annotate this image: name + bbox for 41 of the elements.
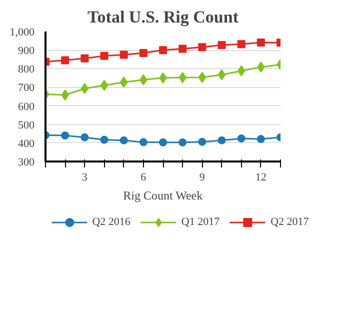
point xyxy=(100,80,108,91)
point xyxy=(139,138,148,146)
point xyxy=(198,43,206,52)
y-tick-label: 600 xyxy=(18,100,35,113)
point xyxy=(139,49,148,58)
point xyxy=(198,138,206,146)
x-axis-title: Rig Count Week xyxy=(123,188,203,202)
x-tick-label: 3 xyxy=(82,172,88,184)
x-tick-label: 9 xyxy=(199,172,206,184)
point xyxy=(100,136,108,144)
point xyxy=(218,41,226,50)
point xyxy=(178,44,187,53)
point xyxy=(256,38,265,46)
y-tick-label: 300 xyxy=(18,156,35,168)
y-tick-label: 900 xyxy=(18,45,35,58)
point xyxy=(237,134,246,142)
legend-label: Q1 2017 xyxy=(181,216,220,228)
chart-title: Total U.S. Rig Count xyxy=(88,8,239,26)
point xyxy=(61,56,70,64)
point xyxy=(178,138,187,146)
point xyxy=(120,50,128,59)
point xyxy=(120,136,128,144)
y-tick-label: 500 xyxy=(18,119,35,132)
point xyxy=(218,69,226,80)
y-tick-label: 800 xyxy=(18,64,35,76)
y-tick-label: 700 xyxy=(18,82,35,94)
point xyxy=(237,40,246,48)
point xyxy=(61,132,70,140)
point xyxy=(159,46,167,54)
point xyxy=(80,133,89,142)
legend-label: Q2 2017 xyxy=(270,216,309,228)
point xyxy=(218,136,226,144)
point xyxy=(80,54,89,62)
point xyxy=(256,135,265,144)
point xyxy=(100,52,108,60)
y-tick-label: 1,000 xyxy=(10,26,35,38)
y-tick-label: 400 xyxy=(18,138,35,150)
legend-label: Q2 2016 xyxy=(92,216,130,228)
x-tick-label: 12 xyxy=(255,172,266,184)
x-tick-label: 6 xyxy=(140,172,147,184)
point xyxy=(159,138,167,146)
